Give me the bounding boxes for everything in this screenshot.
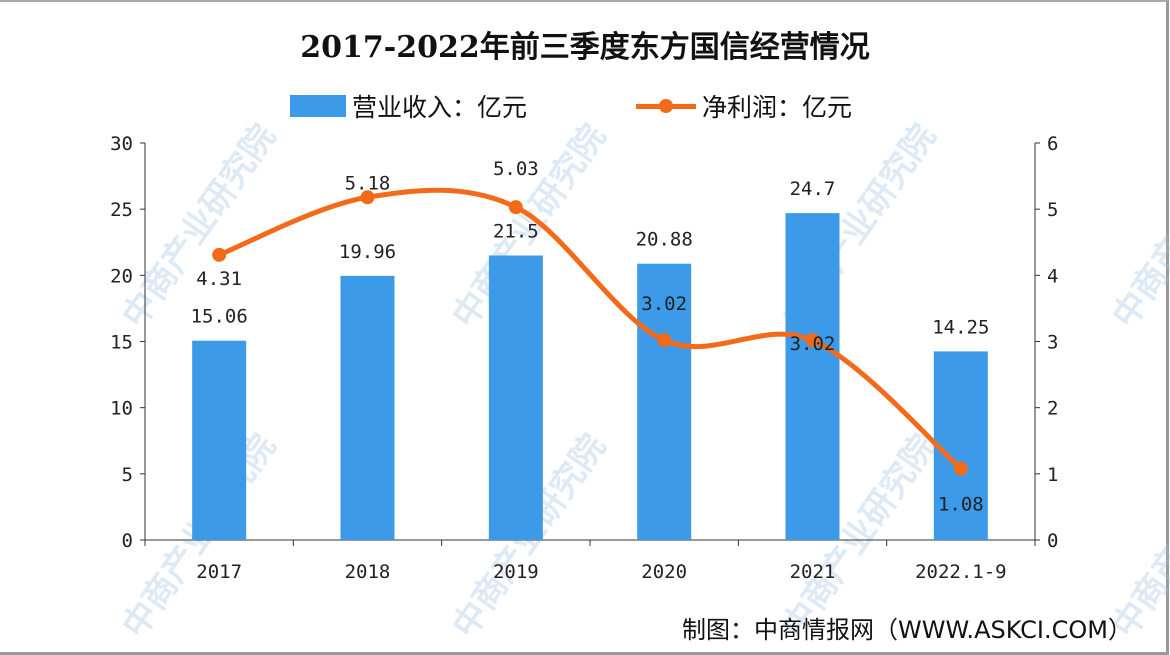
line-label: 5.03	[493, 158, 539, 180]
y-tick-label: 0	[122, 530, 133, 552]
bar-label: 24.7	[790, 178, 836, 200]
legend-item-revenue: 营业收入：亿元	[290, 88, 527, 124]
x-tick-label: 2022.1-9	[915, 561, 1007, 583]
line-point-profit	[657, 333, 672, 348]
y-tick-label: 20	[110, 265, 133, 287]
legend-label: 营业收入：亿元	[352, 93, 528, 122]
y2-tick-label: 4	[1047, 265, 1058, 287]
line-label: 3.02	[641, 293, 687, 315]
x-tick-label: 2017	[196, 561, 242, 583]
bar-revenue	[192, 340, 247, 540]
y2-tick-label: 2	[1047, 398, 1058, 420]
x-tick-label: 2018	[345, 561, 391, 583]
bar-revenue	[488, 255, 543, 540]
line-point-profit	[953, 461, 968, 476]
y2-tick-label: 5	[1047, 199, 1058, 221]
line-point-profit	[508, 200, 523, 215]
line-label: 5.18	[345, 172, 391, 194]
line-label: 4.31	[196, 268, 242, 290]
y2-tick-label: 3	[1047, 332, 1058, 354]
line-label: 1.08	[938, 494, 984, 516]
y-tick-label: 5	[122, 464, 133, 486]
legend-label: 净利润：亿元	[702, 93, 853, 122]
y-tick-label: 15	[110, 332, 133, 354]
bar-label: 20.88	[636, 229, 693, 251]
y2-tick-label: 1	[1047, 464, 1058, 486]
bar-revenue	[637, 263, 692, 540]
x-tick-label: 2021	[790, 561, 836, 583]
bar-revenue	[340, 275, 395, 540]
y2-tick-label: 0	[1047, 530, 1058, 552]
line-point-profit	[805, 333, 820, 348]
x-tick-label: 2019	[493, 561, 539, 583]
chart-title: 2017-2022年前三季度东方国信经营情况	[300, 30, 870, 65]
bar-revenue	[785, 213, 840, 541]
y2-tick-label: 6	[1047, 133, 1058, 155]
y-tick-label: 10	[110, 398, 133, 420]
line-point-profit	[212, 247, 227, 262]
bar-label: 21.5	[493, 220, 539, 242]
line-point-profit	[360, 190, 375, 205]
y-tick-label: 30	[110, 133, 133, 155]
legend-swatch-line	[636, 95, 696, 117]
line-profit	[218, 187, 963, 471]
bar-label: 14.25	[932, 316, 989, 338]
line-label: 3.02	[790, 333, 836, 355]
legend-swatch-bar	[290, 95, 346, 117]
bar-revenue	[933, 351, 988, 540]
legend-item-profit: 净利润：亿元	[636, 88, 852, 124]
bar-label: 19.96	[339, 241, 396, 263]
source-note: 制图：中商情报网（WWW.ASKCI.COM）	[682, 616, 1132, 644]
bar-label: 15.06	[191, 306, 248, 328]
x-tick-label: 2020	[641, 561, 687, 583]
y-tick-label: 25	[110, 199, 133, 221]
